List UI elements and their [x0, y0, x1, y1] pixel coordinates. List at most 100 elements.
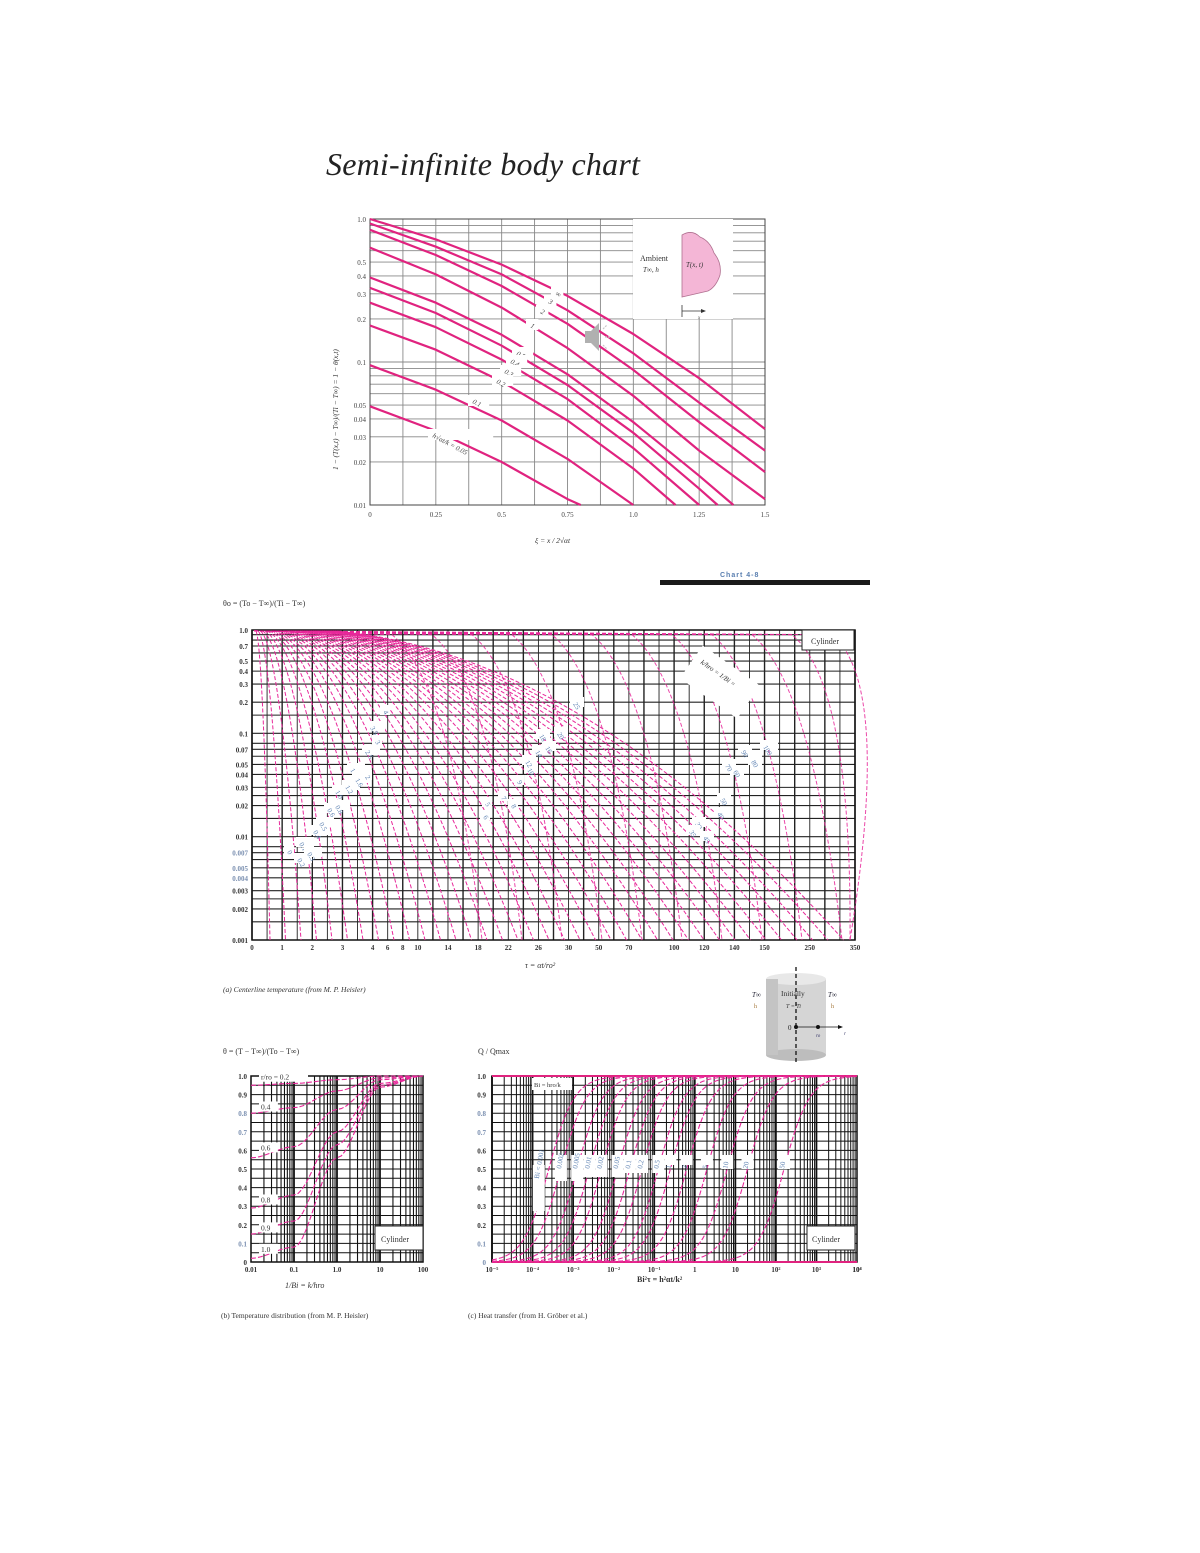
- svg-text:12: 12: [523, 759, 534, 769]
- svg-text:1.25: 1.25: [693, 511, 706, 519]
- svg-text:0.01: 0.01: [236, 834, 249, 842]
- caption-c: (c) Heat transfer (from H. Gröber et al.…: [468, 1311, 588, 1320]
- svg-text:0.9: 0.9: [238, 1092, 247, 1100]
- svg-text:T∞: T∞: [752, 991, 761, 999]
- svg-text:4: 4: [381, 709, 390, 716]
- svg-text:50: 50: [778, 1161, 787, 1170]
- curve-0.2: [369, 324, 677, 506]
- svg-text:1.0: 1.0: [357, 216, 366, 224]
- svg-text:10²: 10²: [771, 1266, 780, 1274]
- svg-text:0.05: 0.05: [354, 402, 367, 410]
- svg-text:0.4: 0.4: [509, 358, 521, 369]
- svg-text:0.05: 0.05: [236, 761, 249, 769]
- svg-text:10⁴: 10⁴: [852, 1266, 862, 1274]
- bi-legend: Bi = hro/k: [534, 1082, 562, 1089]
- svg-text:10⁴: 10⁴: [852, 1266, 862, 1274]
- svg-text:0: 0: [483, 1259, 487, 1267]
- svg-text:0.9: 0.9: [477, 1092, 486, 1100]
- x-axis-label: ξ = x / 2√αt: [535, 536, 571, 545]
- svg-text:0.1: 0.1: [477, 1240, 486, 1248]
- svg-text:250: 250: [805, 944, 816, 952]
- svg-text:0.3: 0.3: [477, 1203, 486, 1211]
- svg-text:0.2: 0.2: [239, 699, 248, 707]
- svg-text:8: 8: [509, 803, 518, 810]
- svg-text:1.0: 1.0: [239, 627, 248, 635]
- svg-text:0.1: 0.1: [297, 841, 309, 853]
- svg-text:r: r: [844, 1032, 846, 1037]
- svg-text:70: 70: [723, 763, 734, 773]
- svg-text:1.0: 1.0: [333, 1266, 342, 1274]
- svg-text:0.5: 0.5: [239, 658, 248, 666]
- svg-text:0.5: 0.5: [477, 1166, 486, 1174]
- caption-b: (b) Temperature distribution (from M. P.…: [221, 1311, 369, 1320]
- svg-text:0.03: 0.03: [354, 434, 367, 442]
- cylinder-label: Cylinder: [812, 1235, 840, 1244]
- temperature-distribution-chart: θ = (T − T∞)/(To − T∞) 1.0 0.9 0.8 0.7 0.6 0.…: [221, 1047, 429, 1320]
- svg-text:7: 7: [499, 795, 508, 802]
- svg-text:0.03: 0.03: [236, 784, 249, 792]
- svg-text:1.0: 1.0: [629, 511, 638, 519]
- svg-text:3: 3: [373, 739, 382, 746]
- svg-text:0.04: 0.04: [236, 771, 249, 779]
- y-axis-label: θ = (T − T∞)/(To − T∞): [223, 1047, 300, 1056]
- svg-text:0.4: 0.4: [357, 273, 366, 281]
- svg-text:0.3: 0.3: [239, 681, 248, 689]
- svg-text:10⁻³: 10⁻³: [567, 1266, 580, 1274]
- svg-text:0.3: 0.3: [238, 1203, 247, 1211]
- svg-text:150: 150: [759, 944, 770, 952]
- svg-text:0: 0: [250, 944, 254, 952]
- curve-2: [369, 228, 766, 473]
- svg-text:0.05: 0.05: [612, 1155, 622, 1169]
- svg-text:0.02: 0.02: [596, 1155, 606, 1169]
- svg-text:8: 8: [401, 944, 405, 952]
- svg-text:1.2: 1.2: [343, 784, 355, 796]
- svg-text:100: 100: [669, 944, 680, 952]
- svg-text:0.1: 0.1: [624, 1159, 633, 1169]
- x-axis-label: τ = αt/ro²: [525, 961, 556, 970]
- svg-text:1: 1: [280, 944, 284, 952]
- svg-text:0.75: 0.75: [561, 511, 574, 519]
- ambient-label: Ambient: [640, 254, 669, 263]
- y-axis-label: 1 − (T(x,t) − T∞)/(Ti − T∞) = 1 − θ(x,t): [331, 349, 340, 470]
- x-axis-label: Bi²τ = h²αt/k²: [637, 1275, 683, 1284]
- inset-diagram: Ambient T∞, h T(x, t) x: [633, 219, 733, 321]
- ambient-sub-label: T∞, h: [643, 266, 659, 274]
- svg-text:0: 0: [244, 1259, 248, 1267]
- svg-text:0.4: 0.4: [311, 829, 323, 841]
- svg-text:0.8: 0.8: [238, 1110, 247, 1118]
- bi-legend-box: [532, 1078, 572, 1090]
- svg-text:2.5: 2.5: [363, 749, 375, 761]
- svg-text:70: 70: [625, 944, 633, 952]
- svg-text:0.5: 0.5: [497, 511, 506, 519]
- svg-text:120: 120: [699, 944, 710, 952]
- svg-text:0.2: 0.2: [357, 316, 366, 324]
- speaker-icon[interactable]: [585, 323, 611, 351]
- svg-text:0.2: 0.2: [636, 1159, 645, 1169]
- svg-text:1.6: 1.6: [353, 777, 365, 789]
- initially-label: Initially: [781, 989, 805, 998]
- svg-text:350: 350: [850, 944, 861, 952]
- svg-text:0.8: 0.8: [261, 1195, 271, 1204]
- svg-text:0.6: 0.6: [325, 807, 337, 819]
- svg-text:0: 0: [788, 1024, 792, 1032]
- svg-text:0.4: 0.4: [477, 1185, 486, 1193]
- svg-text:T∞: T∞: [828, 991, 837, 999]
- svg-text:50: 50: [595, 944, 603, 952]
- x-axis-label: 1/Bi = k/hro: [285, 1281, 324, 1290]
- svg-text:0.6: 0.6: [477, 1147, 486, 1155]
- svg-text:14: 14: [533, 749, 544, 759]
- svg-text:0.003: 0.003: [232, 888, 248, 896]
- curve-1: [369, 246, 766, 500]
- svg-text:0.2: 0.2: [238, 1222, 247, 1230]
- cylinder-diagram: T∞ h T∞ h Initially T = Ti 0 ro r: [752, 967, 846, 1063]
- svg-text:ro: ro: [816, 1034, 821, 1039]
- svg-text:80: 80: [749, 759, 760, 769]
- svg-text:0.2: 0.2: [477, 1222, 486, 1230]
- svg-text:6: 6: [481, 814, 490, 821]
- svg-text:10³: 10³: [812, 1266, 821, 1274]
- svg-text:2: 2: [311, 944, 315, 952]
- svg-text:0.4: 0.4: [261, 1102, 271, 1111]
- page-title: Semi-infinite body chart: [326, 146, 641, 182]
- svg-text:0.005: 0.005: [232, 865, 248, 873]
- svg-text:h: h: [831, 1004, 834, 1010]
